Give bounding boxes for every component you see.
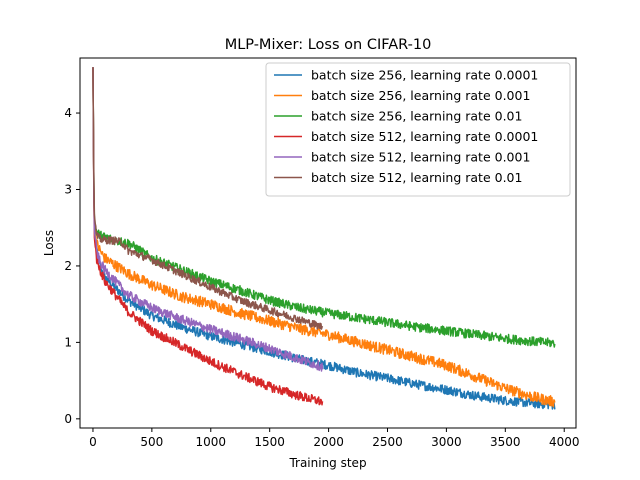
x-tick-label: 3000	[431, 435, 462, 449]
legend-label: batch size 256, learning rate 0.001	[311, 88, 530, 103]
x-tick-label: 500	[140, 435, 163, 449]
series-line-6	[92, 67, 324, 330]
series-line-2	[92, 67, 556, 408]
series-line-5	[92, 67, 324, 372]
plot-frame	[79, 57, 577, 429]
x-tick-label: 2500	[372, 435, 403, 449]
x-tick-label: 1500	[254, 435, 285, 449]
series-line-1	[92, 67, 556, 410]
plot-lines	[92, 67, 556, 410]
x-tick-label: 3500	[490, 435, 521, 449]
y-tick-label: 3	[64, 182, 72, 196]
legend-label: batch size 512, learning rate 0.01	[311, 170, 522, 185]
y-tick-label: 4	[64, 106, 72, 120]
x-axis-ticks: 0 500 1000 1500 2000 2500 3000 3500 4000	[89, 428, 579, 449]
legend-label: batch size 256, learning rate 0.01	[311, 109, 522, 124]
legend-label: batch size 256, learning rate 0.0001	[311, 68, 538, 83]
y-tick-label: 1	[64, 335, 72, 349]
x-tick-label: 0	[89, 435, 97, 449]
series-line-4	[92, 67, 324, 406]
y-axis-ticks: 0 1 2 3 4	[64, 106, 80, 426]
legend-box	[265, 62, 571, 197]
x-tick-label: 4000	[549, 435, 580, 449]
legend: batch size 256, learning rate 0.0001 batc…	[265, 62, 571, 197]
x-tick-label: 1000	[196, 435, 227, 449]
series-line-3	[92, 67, 556, 348]
legend-label: batch size 512, learning rate 0.0001	[311, 129, 538, 144]
x-axis-label: Training step	[288, 456, 366, 470]
y-tick-label: 0	[64, 412, 72, 426]
y-tick-label: 2	[64, 259, 72, 273]
chart-title: MLP-Mixer: Loss on CIFAR-10	[225, 37, 432, 53]
y-axis-label: Loss	[42, 230, 56, 256]
legend-label: batch size 512, learning rate 0.001	[311, 150, 530, 165]
x-tick-label: 2000	[313, 435, 344, 449]
